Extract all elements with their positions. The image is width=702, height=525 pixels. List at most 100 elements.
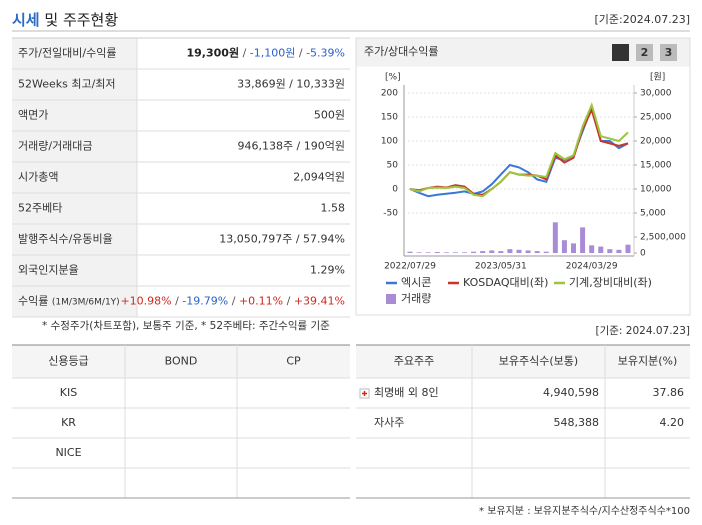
row-value: 500원	[314, 109, 345, 122]
row-label: 시가총액	[18, 171, 58, 184]
value-part: 33,869원 / 10,333원	[237, 78, 345, 91]
value-part: 1.29%	[310, 264, 345, 277]
table-cell: 4.20	[660, 416, 685, 429]
row-label: 거래량/거래대금	[18, 140, 93, 153]
value-part: 13,050,797주 / 57.94%	[219, 233, 345, 246]
tab-label[interactable]: 2	[641, 46, 649, 59]
table-header: CP	[286, 355, 301, 368]
tab-button[interactable]	[660, 44, 677, 61]
row-value: 13,050,797주 / 57.94%	[219, 233, 345, 246]
tab-button[interactable]	[636, 44, 653, 61]
table-header: BOND	[165, 355, 198, 368]
y2-tick-label: 10,000	[640, 185, 672, 195]
separator: /	[295, 47, 306, 60]
series-line	[409, 102, 629, 198]
y-tick-label: -50	[383, 209, 398, 219]
separator: /	[283, 295, 294, 308]
separator: /	[172, 295, 183, 308]
volume-bar	[561, 240, 567, 253]
volume-bar	[525, 250, 531, 253]
label-main: 주가/전일대비/수익률	[18, 46, 117, 60]
label-main: 외국인지분율	[18, 264, 79, 277]
value-part: -19.79%	[182, 295, 228, 308]
legend-label: 기계,장비대비(좌)	[569, 276, 652, 289]
label-main: 액면가	[18, 109, 48, 122]
row-label: 52Weeks 최고/최저	[18, 78, 116, 91]
y2-tick-label: 5,000	[640, 209, 666, 219]
volume-bar	[425, 252, 431, 253]
tab-label[interactable]: 1	[617, 46, 625, 59]
x-tick-label: 2023/05/31	[475, 262, 527, 272]
chart-panel	[355, 37, 691, 316]
row-value: 946,138주 / 190억원	[237, 140, 345, 153]
table-header: 보유지분(%)	[618, 355, 678, 368]
row-value: 2,094억원	[293, 171, 345, 184]
row-value: +10.98% / -19.79% / +0.11% / +39.41%	[120, 295, 345, 308]
table-cell: 37.86	[653, 386, 685, 399]
tab-label[interactable]: 3	[665, 46, 673, 59]
volume-bar	[480, 251, 486, 253]
separator: /	[228, 295, 239, 308]
label-main: 거래량/거래대금	[18, 140, 93, 153]
title-highlight: 시세	[12, 11, 40, 29]
table-cell: KR	[61, 416, 76, 429]
label-sub: (1M/3M/6M/1Y)	[52, 297, 120, 307]
label-main: 52주베타	[18, 202, 62, 215]
table-cell: NICE	[55, 446, 81, 459]
separator: /	[239, 47, 250, 60]
label-main: 52Weeks 최고/최저	[18, 78, 116, 91]
table-header: 주요주주	[394, 355, 434, 368]
volume-bar	[462, 252, 467, 253]
volume-bar	[607, 249, 613, 253]
y-unit: [%]	[385, 73, 401, 83]
table-header-bg	[12, 345, 350, 378]
row-label: 수익률 (1M/3M/6M/1Y)	[18, 295, 120, 308]
volume-bar	[543, 251, 549, 253]
volume-bar	[489, 250, 495, 253]
volume-bar	[434, 252, 440, 253]
holder-note: * 보유지분 : 보유지분주식수/지수산정주식수*100	[479, 505, 690, 517]
value-part: 1.58	[321, 202, 346, 215]
title-rest: 및 주주현황	[44, 11, 118, 29]
volume-bar	[571, 243, 576, 253]
value-part: +0.11%	[239, 295, 283, 308]
label-main: 발행주식수/유동비율	[18, 233, 113, 246]
volume-bar	[416, 252, 422, 253]
legend-label: 거래량	[401, 292, 431, 305]
volume-bar	[534, 251, 540, 253]
volume-bar	[598, 246, 604, 253]
y2-tick-label: 20,000	[640, 137, 672, 147]
row-label: 52주베타	[18, 202, 62, 215]
row-label: 외국인지분율	[18, 264, 79, 277]
y-tick-label: 150	[381, 113, 398, 123]
row-value: 1.58	[321, 202, 346, 215]
legend-label: 엑시콘	[401, 276, 431, 289]
row-label: 발행주식수/유동비율	[18, 233, 113, 246]
value-part: 2,094억원	[293, 171, 345, 184]
value-part: 500원	[314, 109, 345, 122]
row-label: 액면가	[18, 109, 48, 122]
value-part: +39.41%	[294, 295, 345, 308]
value-part: 19,300원	[187, 46, 240, 60]
y3-tick-label: 0	[640, 249, 646, 259]
table-cell: KIS	[60, 386, 77, 399]
y2-tick-label: 25,000	[640, 113, 672, 123]
table-cell: 자사주	[374, 416, 404, 429]
label-column	[12, 38, 137, 317]
value-part: -5.39%	[306, 47, 345, 60]
label-main: 수익률	[18, 295, 48, 308]
tab-button[interactable]	[612, 44, 629, 61]
chart-title: 주가/상대수익률	[364, 45, 439, 58]
volume-bar	[552, 222, 558, 253]
volume-bar	[507, 249, 513, 253]
row-value: 1.29%	[310, 264, 345, 277]
y-tick-label: 200	[381, 89, 398, 99]
row-value: 19,300원 / -1,100원 / -5.39%	[187, 46, 346, 60]
table-cell: 548,388	[554, 416, 600, 429]
y2-unit: [원]	[650, 72, 665, 83]
table-header: 신용등급	[48, 355, 88, 368]
value-part: 946,138주 / 190억원	[237, 140, 345, 153]
volume-bar	[443, 252, 449, 253]
bottom-date: [기준: 2024.07.23]	[595, 325, 690, 337]
